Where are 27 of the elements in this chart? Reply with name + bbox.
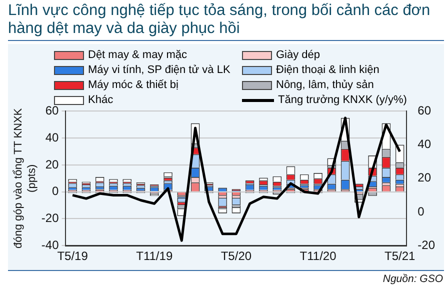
y-tick-label: -20 bbox=[41, 211, 60, 226]
chart-title: Lĩnh vực công nghệ tiếp tục tỏa sáng, trong bối cảnh các đơn hàng dệt may và da giày phục hồi bbox=[8, 2, 444, 41]
legend-label: Giày dép bbox=[276, 49, 320, 61]
y-tick-label: 60 bbox=[45, 104, 60, 118]
y2-tick-label: -20 bbox=[418, 238, 436, 252]
x-tick-label: T11/20 bbox=[300, 249, 337, 264]
x-tick-label: T5/19 bbox=[57, 249, 88, 264]
y2-tick-label: 40 bbox=[418, 137, 432, 152]
legend-label: Khác bbox=[88, 94, 114, 106]
y2-tick-label: 0 bbox=[418, 204, 425, 218]
legend-label: Máy vi tính, SP điện tử và LK bbox=[88, 64, 230, 76]
y-tick-label: 40 bbox=[45, 130, 60, 144]
y-tick-label: -40 bbox=[41, 238, 60, 252]
legend-label: Máy móc & thiết bị bbox=[88, 79, 178, 91]
legend-label: Điện thoại & linh kiện bbox=[276, 64, 380, 76]
x-tick-label: T11/19 bbox=[136, 249, 173, 264]
x-tick-label: T5/20 bbox=[220, 249, 252, 264]
y-tick-label: 0 bbox=[52, 184, 60, 198]
y-tick-label: 20 bbox=[45, 157, 60, 172]
x-tick-label: T5/21 bbox=[384, 249, 416, 264]
y-axis-title: đóng góp vào tổng TT KNXK (ppts) bbox=[12, 108, 38, 249]
legend-label: Dệt may & may mặc bbox=[88, 49, 188, 61]
text: Nguồn: GSO bbox=[382, 273, 443, 285]
legend-label: Tăng trưởng KNXK (y/y%) bbox=[278, 94, 407, 106]
y2-tick-label: 60 bbox=[418, 104, 432, 118]
legend-label: Nông, lâm, thủy sản bbox=[276, 79, 374, 91]
y2-tick-label: 20 bbox=[418, 170, 432, 185]
